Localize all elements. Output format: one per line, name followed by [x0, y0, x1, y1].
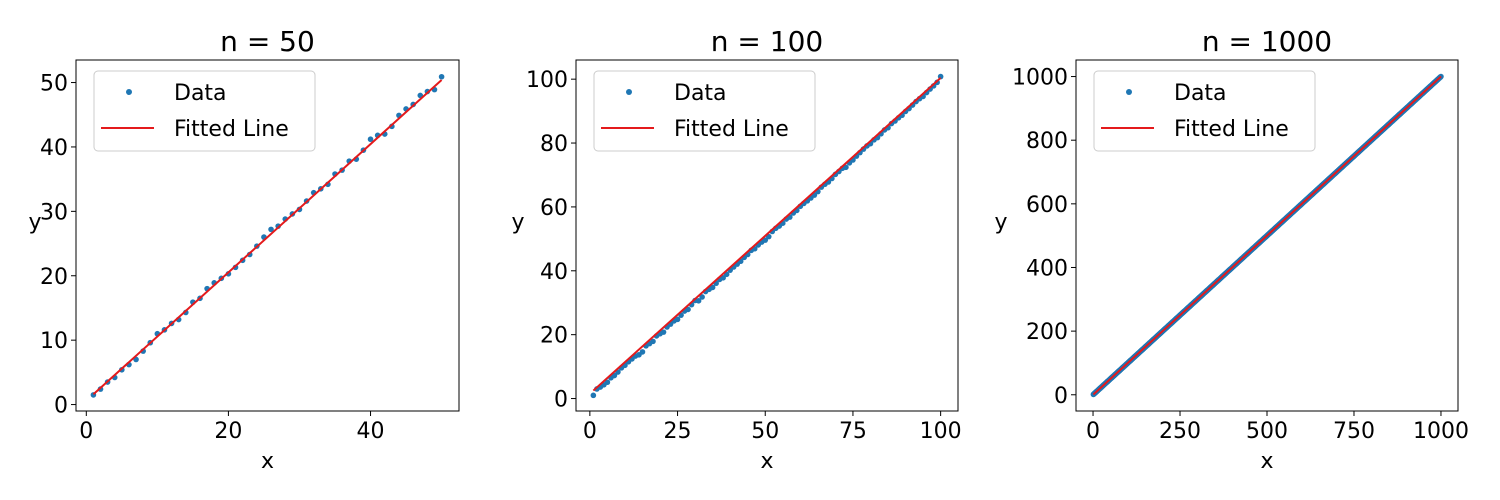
- data-point: [438, 73, 445, 80]
- legend-marker: [1126, 89, 1132, 95]
- legend-marker: [626, 89, 632, 95]
- plot-area: [90, 73, 445, 398]
- legend-label: Data: [674, 81, 727, 106]
- legend: Data Fitted Line: [1093, 70, 1316, 152]
- legend-label: Data: [174, 81, 227, 106]
- legend-label: Fitted Line: [174, 117, 289, 142]
- data-point: [762, 237, 769, 243]
- subplot-1: n = 50 0 20 40 0 10 20 30 40 50 x y Data Fitted Line: [28, 25, 460, 474]
- x-tick-label: 750: [1333, 419, 1375, 444]
- y-tick-label: 0: [1054, 384, 1068, 409]
- fitted-line: [1092, 75, 1442, 396]
- legend-box: [93, 70, 316, 152]
- legend-box: [593, 70, 816, 152]
- x-tick-label: 1000: [1413, 419, 1469, 444]
- x-tick-label: 40: [357, 419, 385, 444]
- data-point: [590, 392, 597, 399]
- plot-title: n = 1000: [1202, 25, 1332, 58]
- axes-frame: [75, 59, 460, 412]
- y-tick-label: 0: [554, 388, 568, 413]
- legend-label: Fitted Line: [674, 117, 789, 142]
- x-tick-label: 0: [79, 419, 93, 444]
- legend: Data Fitted Line: [93, 70, 316, 152]
- legend-box: [1093, 70, 1316, 152]
- data-point: [367, 136, 374, 143]
- y-tick-label: 1000: [1012, 66, 1068, 91]
- x-tick-label: 25: [664, 419, 692, 444]
- data-point: [685, 306, 691, 313]
- y-tick-label: 800: [1026, 129, 1068, 154]
- y-tick-label: 40: [40, 136, 68, 161]
- legend-label: Fitted Line: [1174, 117, 1289, 142]
- data-point: [639, 349, 646, 355]
- data-point: [720, 275, 726, 281]
- data-point: [674, 316, 681, 323]
- data-point: [843, 164, 849, 171]
- y-axis-label: y: [28, 210, 41, 235]
- axes-frame: [575, 59, 959, 412]
- y-tick-label: 30: [40, 200, 68, 225]
- x-tick-label: 0: [583, 419, 597, 444]
- y-tick-label: 40: [540, 260, 568, 285]
- y-tick-label: 20: [540, 324, 568, 349]
- data-point: [699, 294, 705, 300]
- y-tick-label: 20: [40, 265, 68, 290]
- y-tick-label: 0: [54, 394, 68, 419]
- data-point: [695, 298, 702, 304]
- legend-label: Data: [1174, 81, 1227, 106]
- y-tick-label: 600: [1026, 193, 1068, 218]
- data-point: [268, 226, 274, 233]
- y-tick-label: 10: [40, 329, 68, 354]
- x-axis-label: x: [261, 449, 274, 474]
- x-axis-label: x: [1260, 449, 1273, 474]
- x-axis-label: x: [760, 449, 773, 474]
- x-tick-label: 0: [1086, 419, 1100, 444]
- legend-marker: [126, 89, 132, 95]
- data-point: [650, 338, 656, 345]
- y-axis-label: y: [511, 210, 524, 235]
- plot-area: [590, 73, 944, 399]
- x-tick-label: 100: [920, 419, 962, 444]
- x-tick-label: 250: [1159, 419, 1201, 444]
- x-tick-label: 500: [1246, 419, 1288, 444]
- subplot-2: n = 100 0 25 50 75 100 0 20 40 60 80 100 x y Data Fitte…: [511, 25, 961, 474]
- subplot-3: n = 1000 0 250 500 750 1000 0 200 400 600 800 1000 x…: [994, 25, 1468, 474]
- data-point: [709, 284, 716, 291]
- fitted-line: [592, 77, 942, 392]
- x-tick-label: 75: [839, 419, 867, 444]
- fitted-line: [92, 79, 443, 395]
- data-point: [660, 329, 667, 335]
- y-tick-label: 400: [1026, 256, 1068, 281]
- legend: Data Fitted Line: [593, 70, 816, 152]
- y-tick-label: 60: [540, 196, 568, 221]
- data-point: [604, 379, 611, 386]
- plot-title: n = 50: [220, 25, 315, 58]
- x-tick-label: 20: [214, 419, 242, 444]
- plot-area: [1090, 73, 1444, 398]
- y-tick-label: 100: [526, 68, 568, 93]
- y-tick-label: 200: [1026, 320, 1068, 345]
- y-tick-label: 80: [540, 132, 568, 157]
- x-tick-label: 50: [751, 419, 779, 444]
- plot-title: n = 100: [711, 25, 823, 58]
- y-tick-label: 50: [40, 72, 68, 97]
- y-axis-label: y: [994, 210, 1007, 235]
